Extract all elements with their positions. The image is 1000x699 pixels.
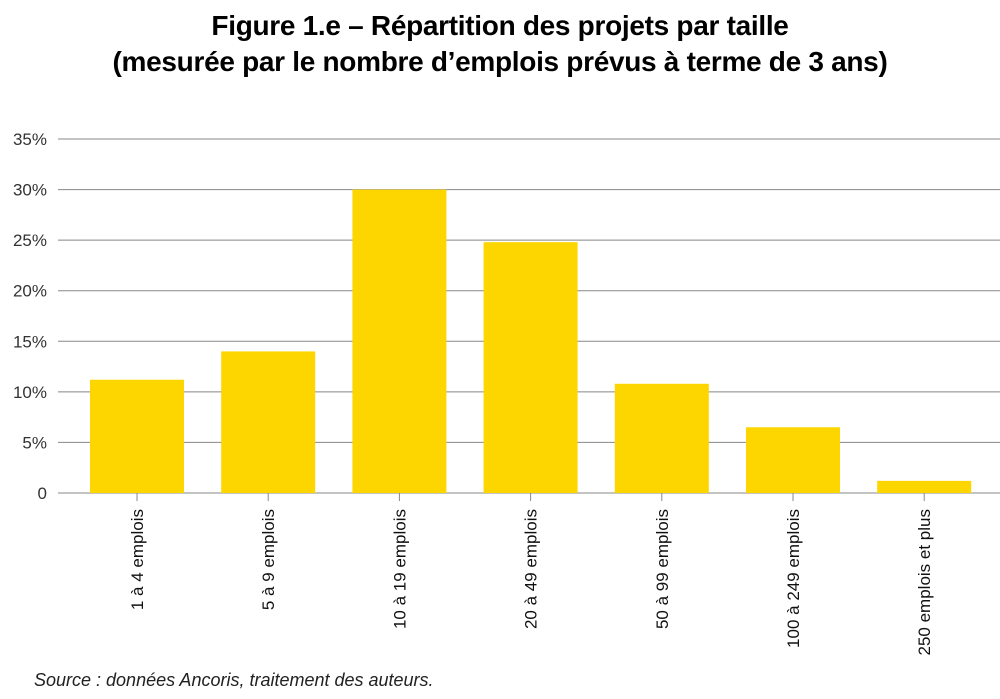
x-tick-label: 20 à 49 emplois <box>522 509 541 629</box>
bar <box>352 189 447 494</box>
bar <box>483 242 578 493</box>
chart-title-line-1: Figure 1.e – Répartition des projets par… <box>211 10 789 41</box>
x-tick-label: 250 emplois et plus <box>915 509 934 655</box>
y-tick-label: 15% <box>13 332 47 351</box>
y-tick-label: 20% <box>13 282 47 301</box>
x-tick-label: 100 à 249 emplois <box>784 509 803 648</box>
x-tick-label: 10 à 19 emplois <box>390 509 409 629</box>
chart-title-line-2: (mesurée par le nombre d’emplois prévus … <box>112 46 888 77</box>
x-tick-label: 50 à 99 emplois <box>653 509 672 629</box>
x-tick-label: 5 à 9 emplois <box>259 509 278 610</box>
chart-title: Figure 1.e – Répartition des projets par… <box>0 8 1000 80</box>
bar <box>221 351 316 493</box>
x-tick-label: 1 à 4 emplois <box>128 509 147 610</box>
y-tick-label: 35% <box>13 130 47 149</box>
bar <box>90 379 184 493</box>
y-tick-label: 0 <box>38 484 47 503</box>
y-tick-label: 30% <box>13 181 47 200</box>
y-tick-label: 5% <box>22 433 47 452</box>
bar <box>877 480 972 493</box>
source-note: Source : données Ancoris, traitement des… <box>34 670 434 690</box>
y-tick-label: 10% <box>13 383 47 402</box>
y-tick-label: 25% <box>13 231 47 250</box>
bar <box>746 427 840 493</box>
bar <box>614 383 709 493</box>
